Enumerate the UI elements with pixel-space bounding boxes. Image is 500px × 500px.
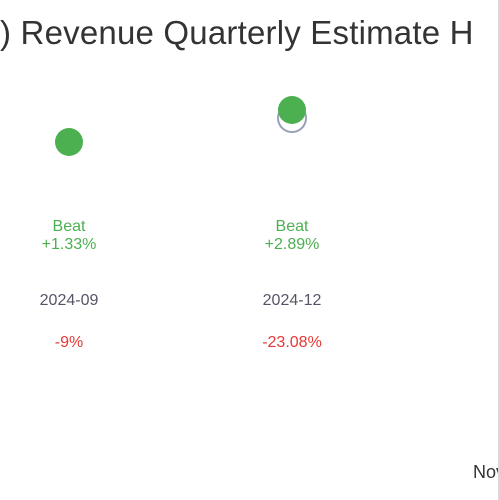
change-label-2024-09: -9% bbox=[54, 334, 84, 351]
surprise-percent: +1.33% bbox=[41, 236, 97, 253]
surprise-percent: +2.89% bbox=[264, 236, 320, 253]
chart-title: ) Revenue Quarterly Estimate H bbox=[0, 14, 474, 51]
frame-border bbox=[498, 0, 500, 500]
surprise-percent: - bbox=[445, 236, 500, 254]
actual-point-2024-12 bbox=[278, 96, 306, 124]
change-label-2024-12: -23.08% bbox=[262, 334, 322, 351]
period-label-2024-12: 2024-12 bbox=[262, 292, 322, 309]
status-label-2024-12: Beat +2.89% bbox=[222, 218, 362, 254]
footer-date: Nov 05 bbox=[472, 462, 500, 482]
status-label-2024-09: Beat +1.33% bbox=[0, 218, 139, 254]
period-label-2024-09: 2024-09 bbox=[39, 292, 99, 309]
status-text: Beat bbox=[275, 218, 309, 235]
status-text: M bbox=[445, 218, 500, 236]
period-label-20: 20 bbox=[445, 292, 500, 310]
actual-point-2024-09 bbox=[55, 128, 83, 156]
change-label-20: -3 bbox=[445, 334, 500, 352]
status-label-20: M- bbox=[445, 218, 500, 254]
status-text: Beat bbox=[52, 218, 86, 235]
